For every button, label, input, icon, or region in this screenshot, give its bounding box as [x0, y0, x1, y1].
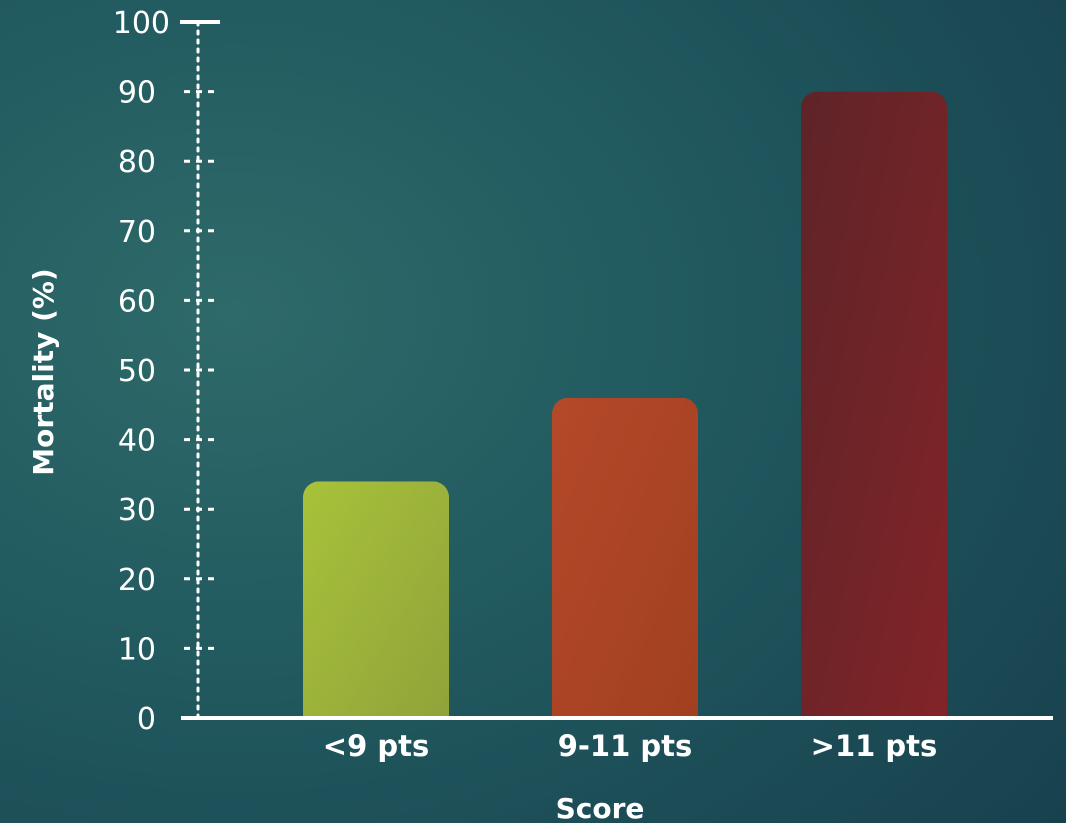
y-tick-label: 20: [118, 563, 156, 598]
bars: [303, 92, 947, 732]
y-axis-ticks: 0 10 20 30 40 50 60 70 80 90 100: [113, 6, 220, 737]
y-tick-label: 50: [118, 354, 156, 389]
y-tick-label: 30: [118, 493, 156, 528]
bar-1: [552, 398, 698, 732]
y-tick-label: 10: [118, 632, 156, 667]
y-tick-label: 40: [118, 424, 156, 459]
y-tick-label: 80: [118, 145, 156, 180]
x-axis: [181, 716, 1053, 720]
bar-2: [801, 92, 947, 732]
bar-0: [303, 481, 449, 732]
y-axis-title: Mortality (%): [27, 268, 60, 475]
x-tick-label: <9 pts: [323, 729, 429, 763]
y-tick-label: 100: [113, 6, 170, 41]
x-tick-label: >11 pts: [811, 729, 938, 763]
y-tick-label: 0: [137, 702, 156, 737]
x-axis-labels: <9 pts 9-11 pts >11 pts: [323, 729, 938, 763]
y-tick-label: 90: [118, 76, 156, 111]
y-tick-label: 70: [118, 215, 156, 250]
x-axis-title: Score: [556, 792, 645, 823]
y-tick-label: 60: [118, 284, 156, 319]
x-tick-label: 9-11 pts: [558, 729, 693, 763]
